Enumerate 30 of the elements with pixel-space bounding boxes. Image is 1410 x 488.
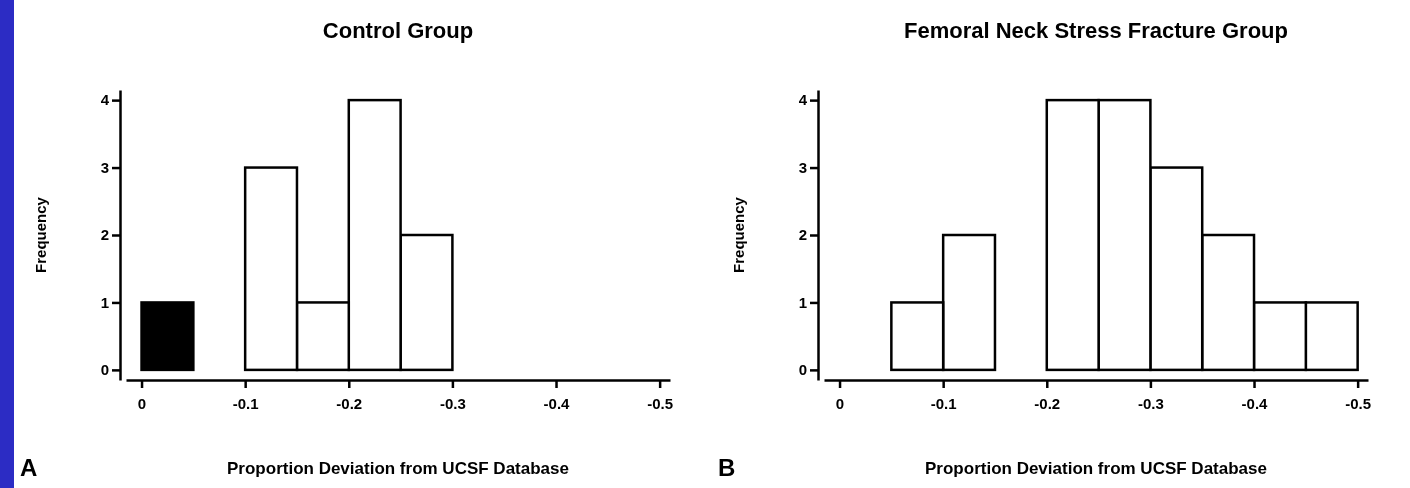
x-tick-label: -0.2 <box>1034 395 1061 412</box>
y-tick-label: 3 <box>798 158 807 176</box>
x-tick-label: -0.2 <box>336 395 363 412</box>
x-tick-label: -0.5 <box>647 395 674 412</box>
y-tick-label: 4 <box>798 91 808 109</box>
text: A <box>20 454 38 481</box>
x-tick-label: -0.4 <box>1241 395 1269 412</box>
x-tick-label: -0.4 <box>543 395 571 412</box>
y-tick-label: 2 <box>100 226 109 244</box>
text: B <box>718 454 736 481</box>
x-tick-label: -0.5 <box>1345 395 1372 412</box>
y-tick-label: 2 <box>798 226 807 244</box>
x-axis-title: Proportion Deviation from UCSF Database <box>227 459 569 478</box>
y-tick-label: 0 <box>798 361 807 379</box>
y-tick-label: 4 <box>100 91 110 109</box>
y-axis-title: Frequency <box>32 196 49 273</box>
x-tick-label: 0 <box>137 395 147 412</box>
y-tick-label: 1 <box>100 293 109 311</box>
x-tick-label: -0.3 <box>1137 395 1164 412</box>
y-axis-title: Frequency <box>730 196 747 273</box>
chart-title: Femoral Neck Stress Fracture Group <box>904 18 1288 43</box>
y-tick-label: 0 <box>100 361 109 379</box>
x-tick-label: -0.1 <box>930 395 957 412</box>
chart-title: Control Group <box>322 18 474 43</box>
x-tick-label: 0 <box>835 395 845 412</box>
x-axis-title: Proportion Deviation from UCSF Database <box>925 459 1267 478</box>
y-tick-label: 3 <box>100 158 109 176</box>
x-tick-label: -0.1 <box>232 395 259 412</box>
y-tick-label: 1 <box>798 293 807 311</box>
x-tick-label: -0.3 <box>439 395 466 412</box>
